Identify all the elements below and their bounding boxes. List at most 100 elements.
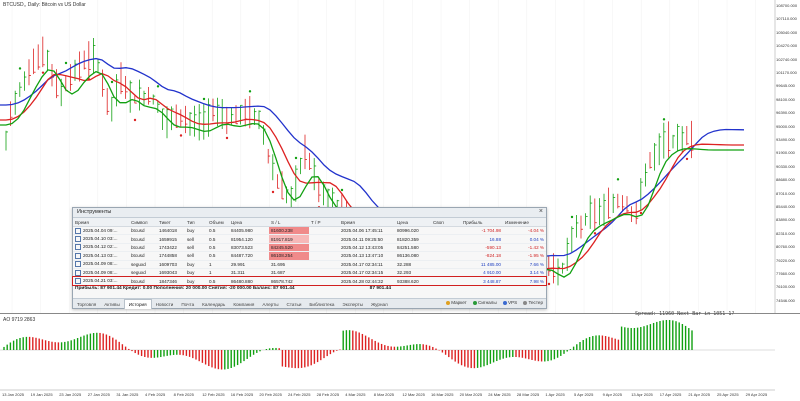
table-cell-time2: 2025.04.13 13:47:10: [339, 251, 395, 261]
price-tick-label: 76100.000: [776, 284, 795, 290]
table-cell-tp: [309, 243, 339, 253]
table-row[interactable]: 2025.04.21 03:... btcusd 1847346 buy 0.5 8648…: [72, 275, 547, 287]
table-cell-price2: 81820.359: [395, 234, 431, 244]
tab-2[interactable]: История: [123, 299, 152, 309]
tab-6[interactable]: Компания: [233, 302, 255, 307]
price-tick-label: 90330.000: [776, 163, 795, 169]
tester-icon: [523, 300, 528, 305]
price-tick-label: 107110.000: [776, 16, 797, 22]
table-cell-swap: [431, 226, 461, 236]
fractal-marker: [156, 85, 160, 88]
pane-divider[interactable]: [0, 313, 800, 314]
price-tick-label: 93490.000: [776, 137, 795, 142]
fractal-marker: [179, 134, 183, 137]
date-tick-label: 12 Feb 2025: [202, 392, 225, 397]
column-header[interactable]: T / P: [309, 218, 339, 227]
column-header[interactable]: Цена: [229, 218, 269, 227]
table-cell-time2: 2025.04.11 09:25:50: [339, 234, 395, 244]
awesome-oscillator-chart[interactable]: [0, 314, 800, 401]
column-header[interactable]: Тикет: [157, 218, 185, 227]
toolbox-panel[interactable]: Инструменты × Время Символ Тикет Тип Объ…: [72, 207, 547, 309]
table-cell-symbol: btcusd: [129, 251, 157, 261]
column-header[interactable]: Цена: [395, 218, 431, 227]
chart-title: BTCUSD,, Daily: Bitcoin vs US Dollar: [3, 2, 86, 8]
column-header[interactable]: Своп: [431, 218, 461, 227]
table-cell-profit: -824.18: [461, 251, 503, 261]
fractal-marker: [110, 80, 114, 84]
table-cell-symbol: btcusd: [129, 234, 157, 244]
column-header[interactable]: Время: [73, 218, 129, 227]
tab-0[interactable]: Торговля: [77, 302, 97, 307]
column-header[interactable]: S / L: [269, 218, 309, 227]
tab-9[interactable]: Библиотека: [309, 302, 335, 307]
price-tick-label: 87010.000: [776, 190, 795, 196]
price-tick-label: 88680.000: [776, 177, 795, 183]
panel-header[interactable]: Инструменты ×: [73, 208, 546, 218]
table-cell-type: sell: [185, 234, 207, 244]
table-cell-time2: 2025.04.06 17:45:11: [339, 226, 395, 236]
tab-5[interactable]: Календарь: [202, 302, 226, 307]
table-row[interactable]: 2025.04.12 02:... btcusd 1743422 sell 0.5 830…: [73, 243, 546, 253]
table-row[interactable]: 2025.04.10 03:... btcusd 1659915 sell 0.5 819…: [73, 234, 546, 244]
table-cell-swap: [431, 260, 461, 269]
table-cell-volume: 0.5: [207, 276, 229, 286]
table-cell-tp: [309, 251, 339, 261]
panel-title: Инструменты: [77, 209, 112, 215]
tab-8[interactable]: Статьи: [286, 302, 302, 307]
account-summary: Прибыль: 87 901.44 Кредит: 0.00 Пополнен…: [75, 286, 295, 291]
tab-7[interactable]: Алерты: [262, 302, 279, 307]
table-cell-price2: 80996.020: [395, 226, 431, 236]
table-cell-volume: 1: [207, 268, 229, 278]
price-tick-label: 102740.000: [776, 56, 798, 62]
table-cell-price: 81954.120: [229, 234, 269, 244]
table-cell-time2: 2025.04.12 13:43:05: [339, 243, 395, 253]
table-row[interactable]: 2025.04.09 08:... seguxd 1693043 buy 1 31.311…: [73, 268, 546, 278]
tab-11[interactable]: Журнал: [370, 302, 388, 307]
market-tool[interactable]: Маркет: [446, 300, 467, 305]
spread-info: Spread: 11960 Next Bar in 1051 1?: [635, 311, 735, 317]
date-tick-label: 13 Apr 2025: [631, 392, 653, 397]
table-cell-time-text: 2025.04.13 03:...: [83, 253, 118, 259]
table-cell-swap: [431, 276, 461, 286]
table-cell-time-text: 2025.04.12 02:...: [83, 244, 118, 250]
table-cell-swap: [431, 268, 461, 278]
table-cell-ticket: 1744858: [157, 251, 185, 261]
table-cell-sl: 81600.238: [269, 226, 309, 236]
tester-tool[interactable]: Тестер: [523, 300, 543, 305]
tab-1[interactable]: Активы: [104, 302, 120, 307]
date-tick-label: 8 Feb 2025: [173, 392, 194, 397]
order-icon: [75, 261, 81, 268]
table-row[interactable]: 2025.04.13 03:... btcusd 1744858 sell 0.5 844…: [73, 251, 546, 261]
signals-tool[interactable]: Сигналы: [473, 300, 497, 305]
order-icon: [75, 236, 81, 243]
table-cell-type: sell: [185, 243, 207, 253]
fractal-marker: [616, 178, 620, 181]
price-tick-label: 105040.000: [776, 29, 798, 35]
table-cell-symbol: seguxd: [129, 260, 157, 269]
date-tick-label: 20 Mar 2025: [459, 392, 483, 397]
column-header[interactable]: Тип: [185, 218, 207, 227]
table-cell-price2: 93388.620: [395, 276, 431, 286]
column-header[interactable]: Прибыль: [461, 218, 503, 227]
table-cell-type: sell: [185, 251, 207, 261]
vps-tool[interactable]: VPS: [502, 300, 517, 305]
tab-4[interactable]: Почта: [181, 302, 195, 307]
price-tick-label: 85440.000: [776, 204, 795, 209]
column-header[interactable]: Объем: [207, 218, 229, 227]
tab-3[interactable]: Новости: [155, 302, 174, 307]
date-tick-label: 24 Feb 2025: [288, 392, 311, 397]
table-row[interactable]: 2025.04.04 09:... btcusd 1464018 buy 0.5 8440…: [73, 226, 546, 236]
table-row[interactable]: 2025.04.09 08:... seguxd 1609703 buy 1 29.991…: [73, 260, 546, 269]
table-cell-change: 7.66 %: [503, 260, 546, 269]
column-header[interactable]: Изменение: [503, 218, 546, 227]
table-cell-profit: 3 448.87: [461, 276, 503, 286]
table-cell-time: 2025.04.10 03:...: [73, 234, 129, 244]
price-tick-label: 79220.000: [776, 257, 795, 263]
close-icon[interactable]: ×: [538, 208, 543, 215]
column-header[interactable]: Время: [339, 218, 395, 227]
tab-10[interactable]: Эксперты: [342, 302, 363, 307]
column-header[interactable]: Символ: [129, 218, 157, 227]
fractal-marker: [662, 118, 666, 121]
table-cell-change: 3.14 %: [503, 268, 546, 278]
table-cell-time: 2025.04.04 09:...: [73, 226, 129, 236]
